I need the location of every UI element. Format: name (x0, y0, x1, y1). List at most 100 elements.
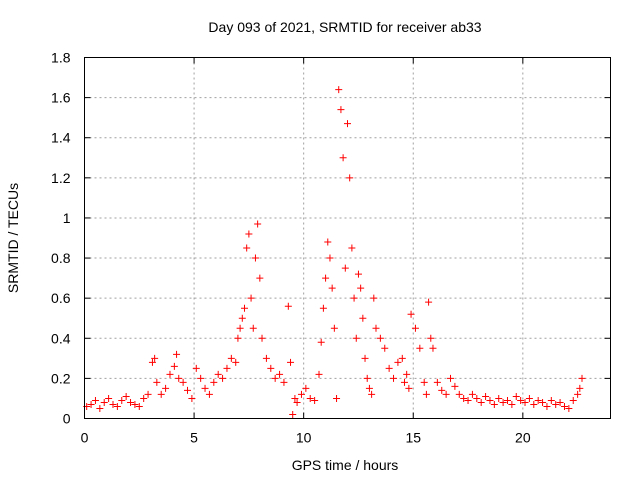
data-point (357, 284, 365, 292)
data-points (83, 86, 586, 418)
data-point (407, 310, 415, 318)
data-point (464, 396, 472, 404)
data-point (385, 364, 393, 372)
data-point (429, 344, 437, 352)
data-point (113, 402, 121, 410)
data-point (326, 254, 334, 262)
data-point (289, 410, 297, 418)
data-point (243, 244, 251, 252)
y-tick-label: 0.4 (51, 330, 71, 346)
data-point (140, 394, 148, 402)
data-point (543, 402, 551, 410)
y-tick-label: 1 (63, 210, 71, 226)
data-point (361, 354, 369, 362)
data-point (574, 390, 582, 398)
data-point (135, 402, 143, 410)
data-point (311, 396, 319, 404)
data-point (245, 230, 253, 238)
data-point (297, 390, 305, 398)
data-point (254, 220, 262, 228)
data-point (131, 400, 139, 408)
data-point (508, 400, 516, 408)
data-point (460, 394, 468, 402)
data-point (433, 378, 441, 386)
data-point (365, 384, 373, 392)
data-point (267, 364, 275, 372)
data-point (337, 106, 345, 114)
y-tick-label: 1.4 (51, 130, 71, 146)
y-tick-label: 0.8 (51, 250, 71, 266)
data-point (363, 374, 371, 382)
y-tick-label: 1.2 (51, 170, 71, 186)
data-point (232, 358, 240, 366)
data-point (96, 404, 104, 412)
x-tick-label: 5 (190, 430, 198, 446)
y-tick-labels: 0 0.2 0.4 0.6 0.8 1 1.2 1.4 1.6 1.8 (51, 50, 71, 427)
data-point (162, 384, 170, 392)
data-point (319, 304, 327, 312)
data-point (398, 354, 406, 362)
data-point (521, 398, 529, 406)
data-point (517, 396, 525, 404)
data-point (394, 358, 402, 366)
y-tick-label: 0.2 (51, 370, 71, 386)
data-point (335, 86, 343, 94)
data-point (578, 374, 586, 382)
data-point (390, 374, 398, 382)
axis-ticks (84, 57, 611, 419)
data-point (438, 386, 446, 394)
data-point (525, 394, 533, 402)
data-point (201, 384, 209, 392)
data-point (447, 374, 455, 382)
data-point (118, 396, 126, 404)
data-point (370, 294, 378, 302)
data-point (490, 400, 498, 408)
data-point (170, 362, 178, 370)
data-point (359, 314, 367, 322)
data-point (495, 394, 503, 402)
data-point (184, 386, 192, 394)
data-point (344, 120, 351, 128)
data-point (238, 314, 246, 322)
data-point (91, 396, 99, 404)
data-point (473, 394, 481, 402)
data-point (179, 378, 187, 386)
data-point (381, 344, 389, 352)
data-point (284, 302, 292, 310)
data-point (151, 354, 159, 362)
data-point (451, 382, 459, 390)
data-point (173, 350, 181, 358)
data-point (552, 400, 560, 408)
data-point (210, 378, 218, 386)
data-point (341, 264, 349, 272)
data-point (256, 274, 264, 282)
data-point (280, 378, 288, 386)
data-point (534, 396, 542, 404)
data-point (346, 174, 354, 182)
grid-lines (84, 57, 611, 419)
data-point (350, 294, 358, 302)
data-point (262, 354, 270, 362)
data-point (372, 324, 380, 332)
data-point (240, 304, 248, 312)
data-point (247, 294, 255, 302)
data-point (258, 334, 266, 342)
x-tick-label: 15 (405, 430, 421, 446)
data-point (400, 378, 408, 386)
data-point (420, 378, 428, 386)
data-point (148, 358, 156, 366)
data-point (477, 398, 485, 406)
data-point (324, 238, 332, 246)
data-point (249, 324, 257, 332)
x-axis-label: GPS time / hours (292, 457, 399, 473)
data-point (214, 370, 222, 378)
data-point (422, 390, 430, 398)
data-point (153, 378, 161, 386)
data-point (322, 274, 330, 282)
data-point (482, 392, 490, 400)
data-point (368, 390, 376, 398)
y-tick-label: 0 (63, 411, 71, 427)
x-tick-labels: 0 5 10 15 20 (81, 430, 531, 446)
data-point (157, 390, 165, 398)
